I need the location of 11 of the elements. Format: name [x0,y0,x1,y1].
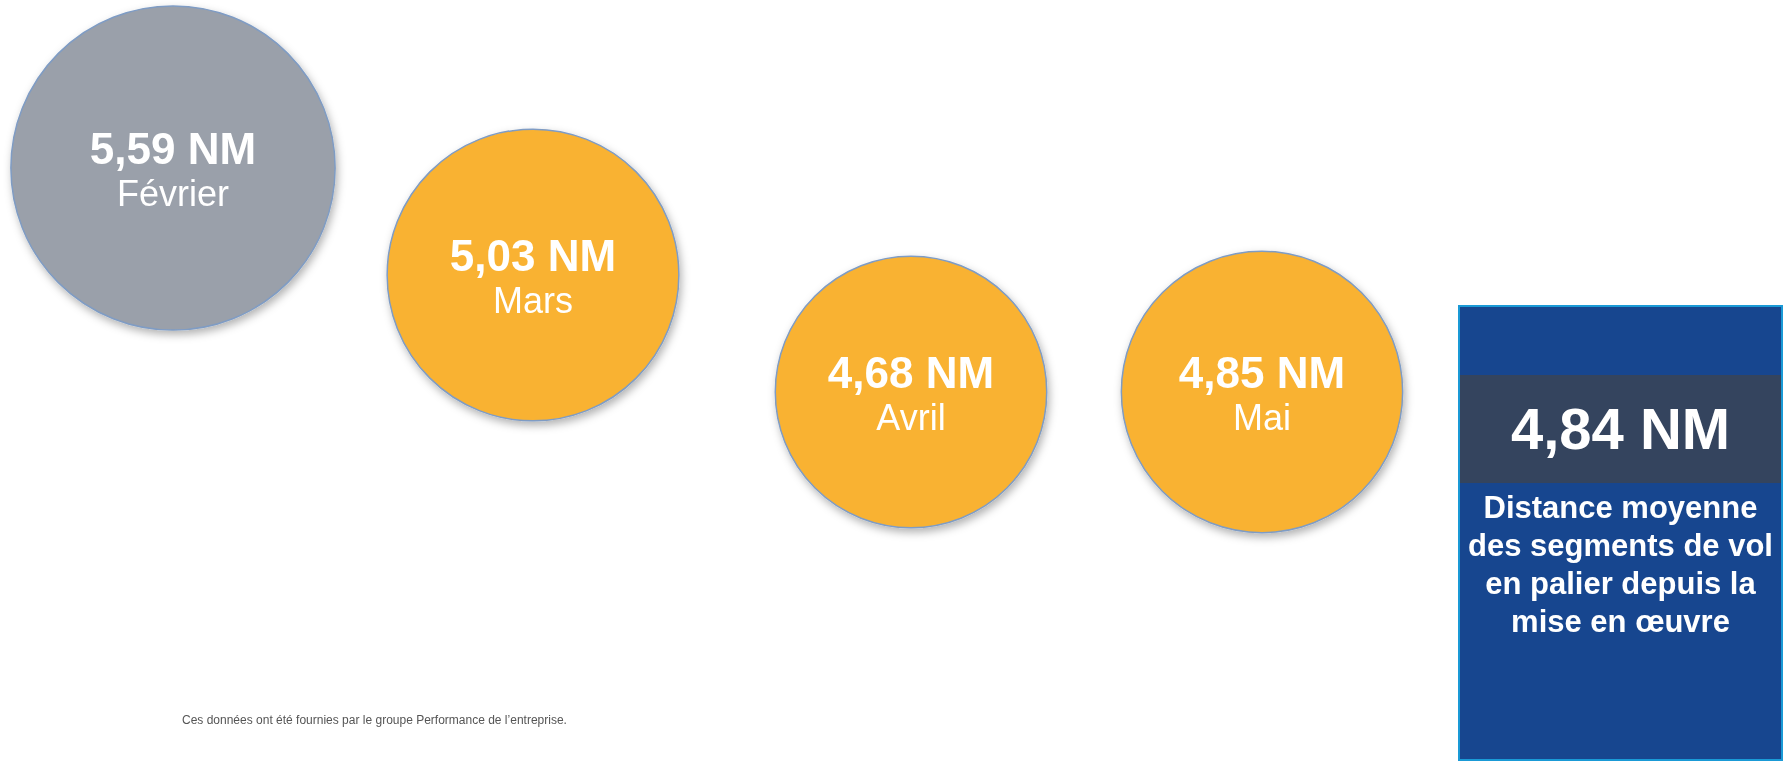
data-label: 5,03 NM [449,231,617,280]
text: 4,84 NM [1460,375,1781,483]
category-label: Mai [1232,397,1292,438]
data-label: 5,59 NM [89,124,257,173]
category-label: Mars [493,280,573,321]
category-label: Février [116,173,230,214]
text: Distance moyenne des segments de vol en palier depuis la mise en œuvre [1467,489,1774,641]
data-label: 4,68 NM [827,348,995,397]
data-label: 4,85 NM [1178,348,1346,397]
category-label: Avril [876,397,946,438]
text: Ces données ont été fournies par le groupe Performance de l’entreprise. [182,713,567,727]
